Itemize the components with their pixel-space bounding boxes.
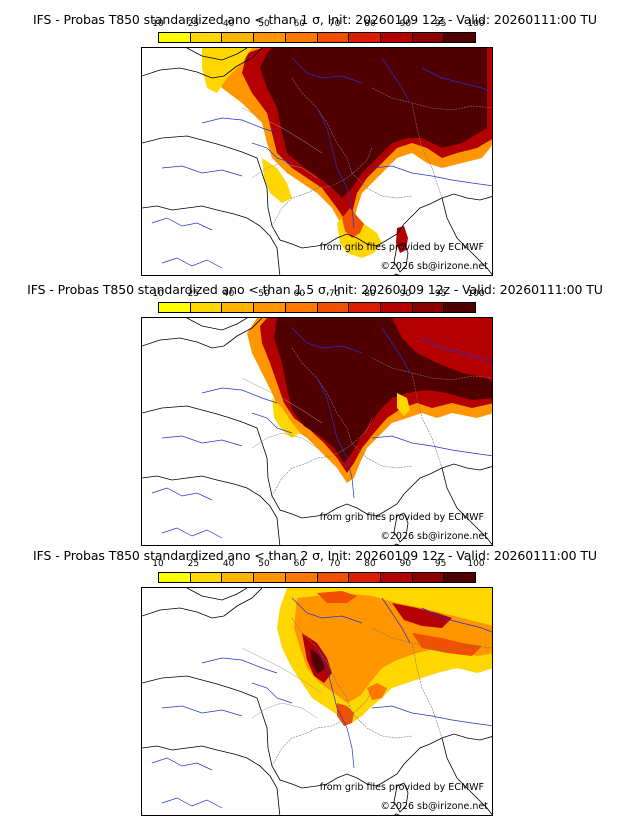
credit-source: from grib files provided by ECMWF bbox=[319, 242, 484, 253]
colorbar bbox=[158, 32, 476, 43]
probability-map: from grib files provided by ECMWF ©2026 … bbox=[141, 47, 493, 276]
colorbar-swatch bbox=[285, 573, 318, 582]
map-panel-1-5sigma: IFS - Probas T850 standardized ano < tha… bbox=[0, 270, 630, 546]
colorbar-tick-label: 100 bbox=[467, 559, 485, 569]
colorbar-tick-label: 50 bbox=[258, 559, 270, 569]
colorbar-tick-label: 90 bbox=[399, 559, 412, 569]
colorbar-swatch bbox=[444, 303, 476, 312]
colorbar-swatch bbox=[444, 573, 476, 582]
colorbar-swatch bbox=[254, 303, 286, 312]
probability-map: from grib files provided by ECMWF ©2026 … bbox=[141, 317, 493, 546]
colorbar-tick-label: 90 bbox=[399, 289, 412, 299]
panel-title: IFS - Probas T850 standardized ano < tha… bbox=[33, 548, 597, 563]
colorbar-swatch bbox=[412, 573, 445, 582]
colorbar-tick-label: 80 bbox=[364, 559, 376, 569]
colorbar-tick-label: 50 bbox=[258, 19, 270, 29]
colorbar-swatch bbox=[412, 303, 445, 312]
colorbar-tick-label: 40 bbox=[222, 289, 235, 299]
credit-copyright: ©2026 sb@irizone.net bbox=[380, 801, 488, 812]
colorbar-tick-label: 95 bbox=[434, 559, 447, 569]
colorbar-tick-label: 50 bbox=[258, 289, 270, 299]
colorbar-swatch bbox=[222, 303, 255, 312]
panel-title: IFS - Probas T850 standardized ano < tha… bbox=[33, 12, 597, 27]
map-panel-2sigma: IFS - Probas T850 standardized ano < tha… bbox=[0, 540, 630, 816]
colorbar-tick-label: 100 bbox=[467, 289, 485, 299]
colorbar-swatch bbox=[190, 303, 223, 312]
probability-map: from grib files provided by ECMWF ©2026 … bbox=[141, 587, 493, 816]
colorbar-swatch bbox=[317, 573, 350, 582]
colorbar-tick-label: 25 bbox=[187, 559, 200, 569]
colorbar-tick-label: 10 bbox=[152, 19, 164, 29]
colorbar-swatch bbox=[349, 573, 381, 582]
colorbar-swatch bbox=[412, 33, 445, 42]
colorbar-tick-label: 95 bbox=[434, 289, 447, 299]
credit-copyright: ©2026 sb@irizone.net bbox=[380, 261, 488, 272]
colorbar-swatch bbox=[159, 33, 191, 42]
colorbar-swatch bbox=[380, 573, 413, 582]
credit-copyright: ©2026 sb@irizone.net bbox=[380, 531, 488, 542]
colorbar-tick-label: 100 bbox=[467, 19, 485, 29]
colorbar-swatch bbox=[380, 33, 413, 42]
colorbar-tick-label: 10 bbox=[152, 289, 164, 299]
colorbar-swatch bbox=[190, 33, 223, 42]
colorbar-swatch bbox=[222, 573, 255, 582]
colorbar-swatch bbox=[317, 303, 350, 312]
colorbar-swatch bbox=[317, 33, 350, 42]
colorbar-swatch bbox=[349, 33, 381, 42]
colorbar-swatch bbox=[444, 33, 476, 42]
colorbar-swatch bbox=[159, 573, 191, 582]
colorbar-swatch bbox=[349, 303, 381, 312]
credit-source: from grib files provided by ECMWF bbox=[319, 512, 484, 523]
colorbar-tick-label: 25 bbox=[187, 19, 200, 29]
colorbar-tick-label: 70 bbox=[328, 559, 341, 569]
colorbar-swatch bbox=[380, 303, 413, 312]
colorbar-swatch bbox=[285, 33, 318, 42]
colorbar-tick-label: 80 bbox=[364, 19, 376, 29]
colorbar-tick-label: 95 bbox=[434, 19, 447, 29]
colorbar-tick-label: 80 bbox=[364, 289, 376, 299]
colorbar-tick-label: 70 bbox=[328, 289, 341, 299]
colorbar-swatch bbox=[254, 573, 286, 582]
colorbar-swatch bbox=[285, 303, 318, 312]
colorbar-tick-label: 40 bbox=[222, 559, 235, 569]
colorbar-tick-label: 10 bbox=[152, 559, 164, 569]
colorbar-tick-label: 60 bbox=[293, 19, 306, 29]
colorbar-tick-label: 25 bbox=[187, 289, 200, 299]
colorbar-tick-label: 70 bbox=[328, 19, 341, 29]
colorbar bbox=[158, 302, 476, 313]
colorbar-tick-label: 60 bbox=[293, 289, 306, 299]
colorbar-swatch bbox=[190, 573, 223, 582]
colorbar-swatch bbox=[159, 303, 191, 312]
colorbar-swatch bbox=[222, 33, 255, 42]
colorbar bbox=[158, 572, 476, 583]
panel-title: IFS - Probas T850 standardized ano < tha… bbox=[27, 282, 603, 297]
colorbar-swatch bbox=[254, 33, 286, 42]
credit-source: from grib files provided by ECMWF bbox=[319, 782, 484, 793]
colorbar-tick-label: 40 bbox=[222, 19, 235, 29]
colorbar-tick-label: 90 bbox=[399, 19, 412, 29]
map-panel-1sigma: IFS - Probas T850 standardized ano < tha… bbox=[0, 0, 630, 276]
colorbar-tick-label: 60 bbox=[293, 559, 306, 569]
